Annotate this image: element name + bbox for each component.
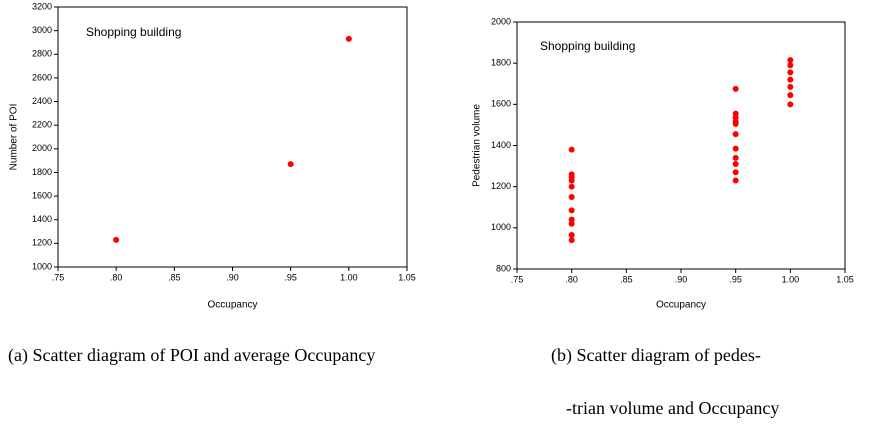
point	[787, 57, 794, 64]
caption: (b) Scatter diagram of pedes-	[551, 345, 761, 366]
point	[113, 236, 120, 243]
plot-frame	[516, 21, 846, 270]
x-axis-label: Occupancy	[656, 300, 706, 311]
y-axis-label: Pedestrian volume	[472, 104, 483, 187]
point	[732, 161, 739, 168]
annotation: Shopping building	[86, 25, 181, 39]
point	[787, 62, 794, 69]
point	[732, 120, 739, 127]
y-tick-label: 1800	[32, 167, 52, 177]
point	[568, 146, 575, 153]
y-tick-label: 2800	[32, 49, 52, 59]
point	[568, 237, 575, 244]
point	[787, 69, 794, 76]
x-tick-label: .85	[168, 272, 181, 282]
y-tick-label: 1400	[32, 214, 52, 224]
point	[732, 145, 739, 152]
x-tick-label: 1.00	[782, 274, 800, 284]
y-tick-label: 2600	[32, 72, 52, 82]
y-tick-label: 1200	[491, 181, 511, 191]
y-tick-label: 2000	[32, 143, 52, 153]
point	[732, 110, 739, 117]
point	[787, 76, 794, 83]
y-tick-label: 800	[496, 263, 511, 273]
point	[568, 183, 575, 190]
x-tick-label: 1.00	[340, 272, 358, 282]
point	[568, 220, 575, 227]
x-tick-label: .90	[675, 274, 688, 284]
point	[568, 193, 575, 200]
annotation: Shopping building	[540, 39, 635, 53]
x-tick-label: .80	[565, 274, 578, 284]
point	[732, 85, 739, 92]
point	[732, 169, 739, 176]
point	[732, 177, 739, 184]
x-tick-label: .90	[226, 272, 239, 282]
y-tick-label: 3200	[32, 1, 52, 11]
point	[732, 131, 739, 138]
point	[787, 83, 794, 90]
y-tick-label: 1000	[491, 222, 511, 232]
point	[568, 177, 575, 184]
y-tick-label: 1800	[491, 58, 511, 68]
point	[787, 92, 794, 99]
y-tick-label: 2000	[491, 16, 511, 26]
y-axis-label: Number of POI	[9, 104, 20, 171]
x-tick-label: .80	[110, 272, 123, 282]
x-tick-label: .95	[284, 272, 297, 282]
y-tick-label: 1200	[32, 238, 52, 248]
y-tick-label: 1000	[32, 261, 52, 271]
y-tick-label: 1600	[32, 190, 52, 200]
caption: (a) Scatter diagram of POI and average O…	[8, 345, 375, 366]
caption: -trian volume and Occupancy	[566, 398, 779, 418]
x-tick-label: .85	[620, 274, 633, 284]
point	[287, 161, 294, 168]
point	[568, 216, 575, 223]
point	[732, 154, 739, 161]
point	[732, 114, 739, 121]
x-tick-label: .95	[729, 274, 742, 284]
y-tick-label: 2200	[32, 120, 52, 130]
y-tick-label: 2400	[32, 96, 52, 106]
x-tick-label: .75	[511, 274, 524, 284]
x-tick-label: 1.05	[398, 272, 416, 282]
x-tick-label: 1.05	[836, 274, 854, 284]
x-axis-label: Occupancy	[207, 300, 257, 311]
plot-frame	[57, 6, 408, 268]
y-tick-label: 3000	[32, 25, 52, 35]
y-tick-label: 1400	[491, 140, 511, 150]
point	[787, 101, 794, 108]
point	[568, 207, 575, 214]
point	[345, 35, 352, 42]
x-tick-label: .75	[52, 272, 65, 282]
point	[568, 232, 575, 239]
y-tick-label: 1600	[491, 99, 511, 109]
